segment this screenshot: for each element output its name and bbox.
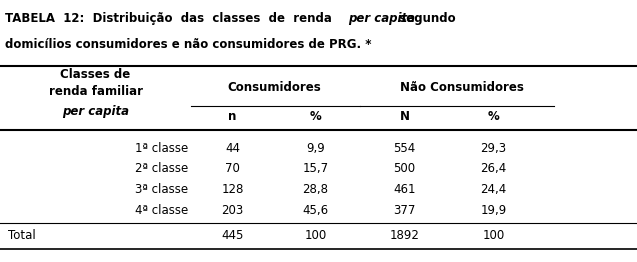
Text: 70: 70	[225, 162, 240, 176]
Text: 19,9: 19,9	[480, 204, 507, 217]
Text: 15,7: 15,7	[302, 162, 329, 176]
Text: segundo: segundo	[391, 12, 455, 25]
Text: 203: 203	[222, 204, 243, 217]
Text: 2ª classe: 2ª classe	[134, 162, 188, 176]
Text: 44: 44	[225, 141, 240, 155]
Text: Total: Total	[8, 229, 36, 242]
Text: 500: 500	[394, 162, 415, 176]
Text: N: N	[399, 110, 410, 123]
Text: 445: 445	[221, 229, 244, 242]
Text: %: %	[310, 110, 321, 123]
Text: 554: 554	[394, 141, 415, 155]
Text: per capita: per capita	[62, 105, 129, 118]
Text: 26,4: 26,4	[480, 162, 507, 176]
Text: 28,8: 28,8	[303, 183, 328, 196]
Text: Classes de
renda familiar: Classes de renda familiar	[48, 68, 143, 97]
Text: TABELA  12:  Distribuição  das  classes  de  renda: TABELA 12: Distribuição das classes de r…	[5, 12, 340, 25]
Text: domicílios consumidores e não consumidores de PRG. *: domicílios consumidores e não consumidor…	[5, 38, 371, 51]
Text: 29,3: 29,3	[480, 141, 507, 155]
Text: Não Consumidores: Não Consumidores	[400, 81, 524, 94]
Text: 45,6: 45,6	[302, 204, 329, 217]
Text: 100: 100	[483, 229, 505, 242]
Text: 377: 377	[393, 204, 416, 217]
Text: 4ª classe: 4ª classe	[134, 204, 188, 217]
Text: 9,9: 9,9	[306, 141, 325, 155]
Text: 24,4: 24,4	[480, 183, 507, 196]
Text: 3ª classe: 3ª classe	[135, 183, 188, 196]
Text: Consumidores: Consumidores	[227, 81, 321, 94]
Text: 461: 461	[393, 183, 416, 196]
Text: per capita: per capita	[348, 12, 415, 25]
Text: 1892: 1892	[390, 229, 419, 242]
Text: 128: 128	[221, 183, 244, 196]
Text: n: n	[228, 110, 237, 123]
Text: 100: 100	[304, 229, 326, 242]
Text: %: %	[488, 110, 499, 123]
Text: 1ª classe: 1ª classe	[134, 141, 188, 155]
